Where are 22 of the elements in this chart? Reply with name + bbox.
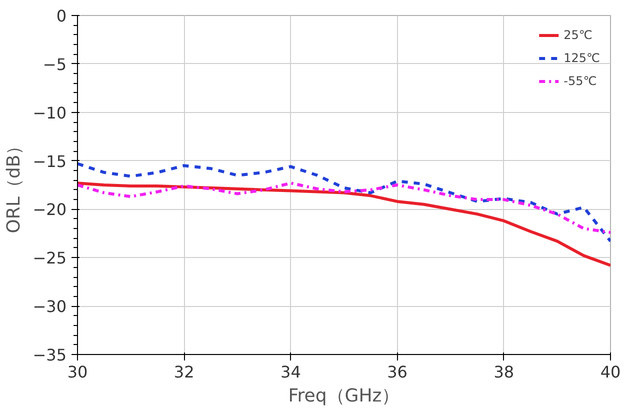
y-tick-label: −25 — [32, 248, 66, 268]
line-series — [78, 182, 610, 267]
x-tick-label: 36 — [387, 362, 408, 382]
x-tick-label: 38 — [494, 362, 514, 382]
y-tick-label: −30 — [32, 297, 66, 316]
y-tick-label: −10 — [32, 103, 66, 122]
y-tick-label: −20 — [32, 200, 66, 220]
y-tick-label: −5 — [42, 54, 67, 74]
x-axis-title: Freq（GHz） — [288, 386, 400, 406]
x-tick-label: 34 — [280, 362, 301, 382]
legend-label: -55℃ — [564, 74, 597, 88]
line-series — [78, 182, 610, 234]
y-tick-label: −15 — [32, 152, 66, 171]
legend-label: 25℃ — [564, 28, 592, 42]
x-tick-label: 30 — [67, 362, 88, 382]
x-tick-label: 40 — [600, 362, 621, 382]
y-axis-title: ORL（dB） — [4, 136, 25, 234]
line-series — [78, 162, 610, 243]
y-tick-label: 0 — [56, 6, 67, 26]
y-tick-label: −35 — [32, 346, 66, 364]
x-tick-label: 32 — [174, 362, 194, 382]
legend-label: 125℃ — [564, 51, 600, 65]
